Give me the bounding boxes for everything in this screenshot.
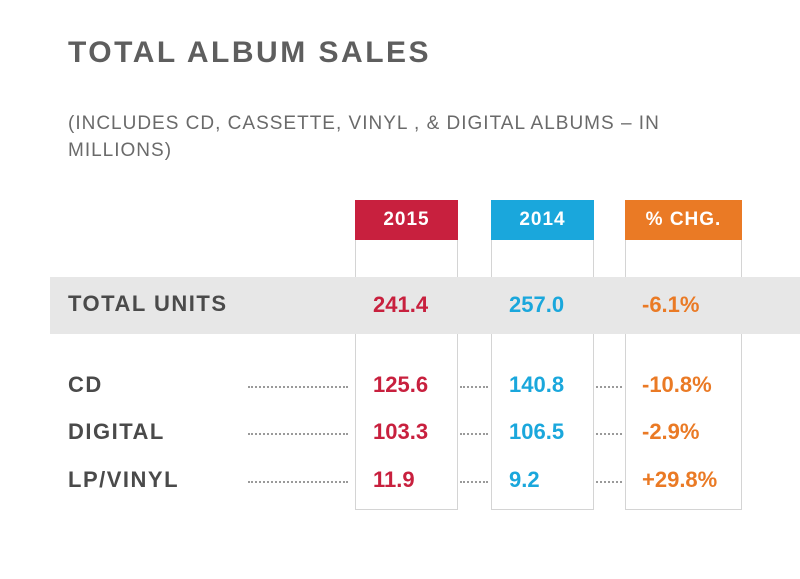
column-box-2014 bbox=[491, 200, 594, 510]
leader-dots bbox=[248, 481, 348, 483]
chart-title: TOTAL ALBUM SALES bbox=[68, 36, 432, 69]
cd-2014-value: 140.8 bbox=[509, 372, 565, 397]
digital-chg-value: -2.9% bbox=[642, 419, 700, 444]
row-label-lp-vinyl: LP/VINYL bbox=[68, 467, 180, 492]
column-header-chg: % CHG. bbox=[625, 200, 742, 240]
leader-dots bbox=[596, 433, 622, 435]
digital-2015-value: 103.3 bbox=[373, 419, 429, 444]
row-label-cd: CD bbox=[68, 372, 103, 397]
total-chg-value: -6.1% bbox=[642, 292, 700, 317]
column-box-2015 bbox=[355, 200, 458, 510]
cd-2015-value: 125.6 bbox=[373, 372, 429, 397]
column-header-2014: 2014 bbox=[491, 200, 594, 240]
digital-2014-value: 106.5 bbox=[509, 419, 565, 444]
row-label-digital: DIGITAL bbox=[68, 419, 165, 444]
leader-dots bbox=[248, 433, 348, 435]
leader-dots bbox=[248, 386, 348, 388]
chart-subtitle: (INCLUDES CD, CASSETTE, VINYL , & DIGITA… bbox=[68, 113, 660, 161]
lp-vinyl-2014-value: 9.2 bbox=[509, 467, 540, 492]
total-units-label: TOTAL UNITS bbox=[68, 291, 228, 316]
cd-chg-value: -10.8% bbox=[642, 372, 712, 397]
total-row-band bbox=[50, 277, 800, 334]
leader-dots bbox=[460, 481, 488, 483]
column-header-2015: 2015 bbox=[355, 200, 458, 240]
total-2014-value: 257.0 bbox=[509, 292, 565, 317]
total-2015-value: 241.4 bbox=[373, 292, 429, 317]
lp-vinyl-chg-value: +29.8% bbox=[642, 467, 718, 492]
leader-dots bbox=[596, 386, 622, 388]
column-box-chg bbox=[625, 200, 742, 510]
leader-dots bbox=[460, 433, 488, 435]
leader-dots bbox=[596, 481, 622, 483]
leader-dots bbox=[460, 386, 488, 388]
lp-vinyl-2015-value: 11.9 bbox=[373, 467, 415, 492]
